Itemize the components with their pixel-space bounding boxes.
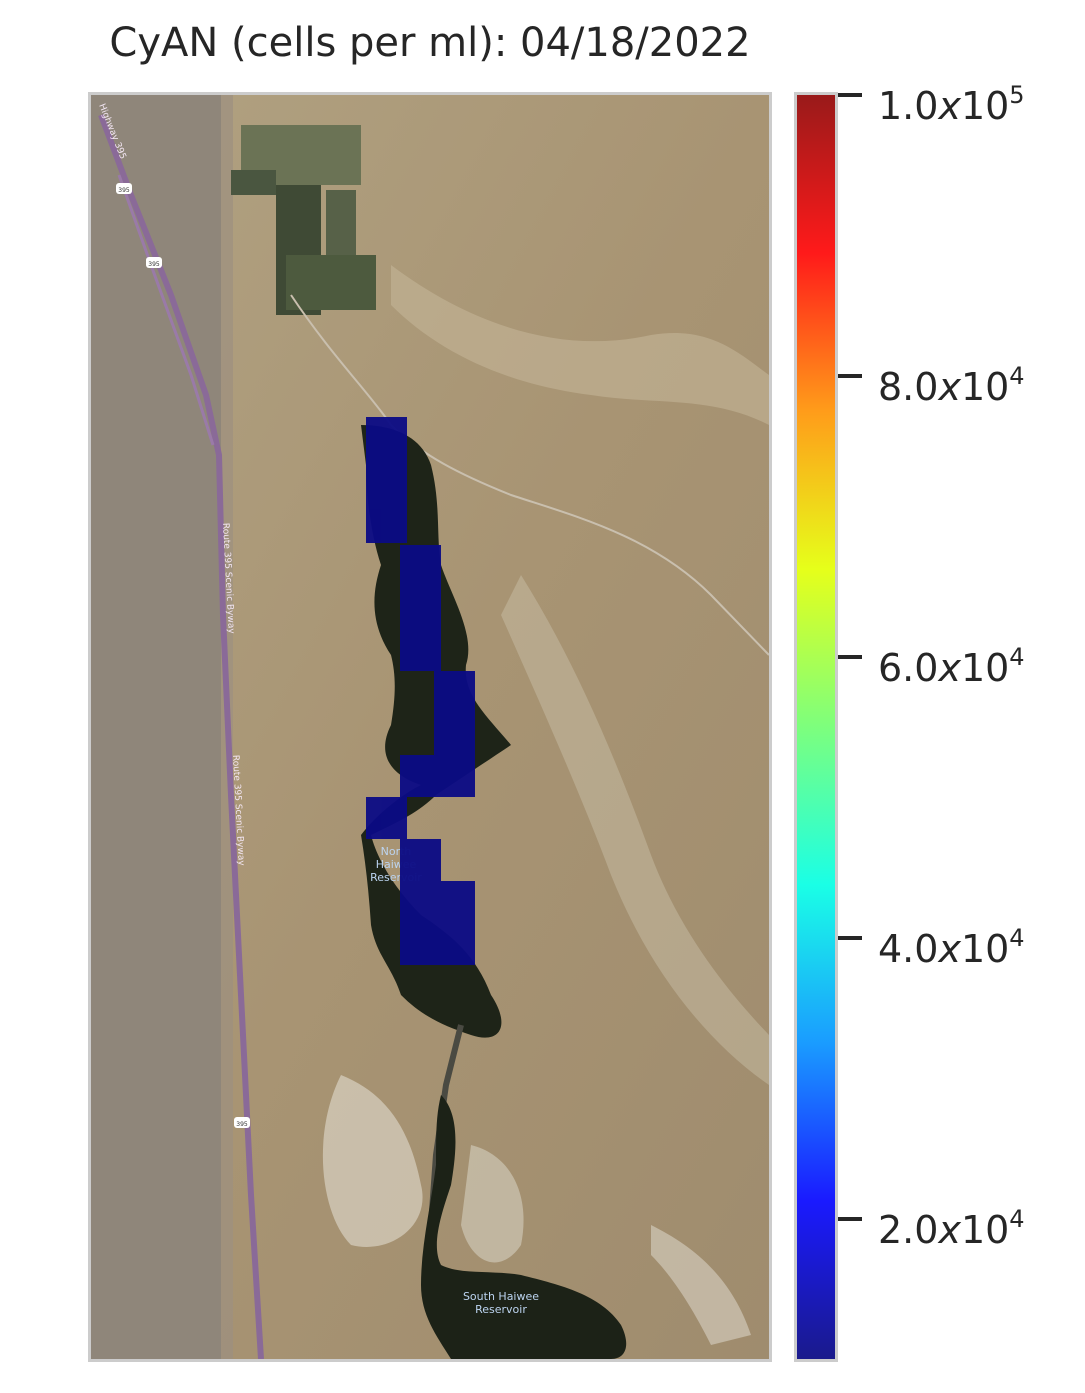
cyan-pixel [400,545,441,671]
cyan-pixel [366,417,407,501]
cyan-pixel [366,797,407,839]
tick-mark [838,93,862,97]
svg-text:395: 395 [236,1121,248,1128]
colorbar [794,92,838,1362]
svg-text:Reservoir: Reservoir [475,1303,527,1316]
map-title: CyAN (cells per ml): 04/18/2022 [109,20,751,66]
tick-mark [838,373,862,378]
cyan-pixel [400,755,475,797]
satellite-map[interactable]: 395 395 395 Highway 395 Route 395 Scenic… [88,92,772,1362]
cyan-pixel [434,671,475,713]
colorbar-gradient [797,95,835,1359]
route-shield: 395 395 395 [116,183,250,1128]
tick-mark [838,935,862,940]
cyan-pixel [400,881,475,923]
tick-mark [838,654,862,659]
satellite-imagery: 395 395 395 Highway 395 Route 395 Scenic… [91,95,769,1359]
svg-text:South Haiwee: South Haiwee [463,1290,539,1303]
ridge-wash [391,265,769,425]
tick-label: 1.0x105 [878,81,1025,128]
cyan-pixel-layer [366,417,475,965]
tick-label: 8.0x104 [878,361,1025,409]
farm-fields [231,125,376,315]
tick-label: 2.0x104 [878,1204,1025,1252]
cyan-pixel [434,713,475,755]
tick-label: 6.0x104 [878,642,1025,690]
label-south-haiwee: South Haiwee Reservoir [463,1290,539,1316]
highway-395 [98,113,264,1359]
tick-mark [838,1216,862,1221]
svg-text:395: 395 [148,261,160,268]
cyan-pixel [400,839,441,881]
svg-text:395: 395 [118,187,130,194]
south-haiwee-reservoir [421,1095,627,1359]
tick-label: 4.0x104 [878,923,1025,971]
cyan-pixel [400,923,475,965]
cyan-pixel [366,501,407,543]
valley-floor [91,95,221,1359]
